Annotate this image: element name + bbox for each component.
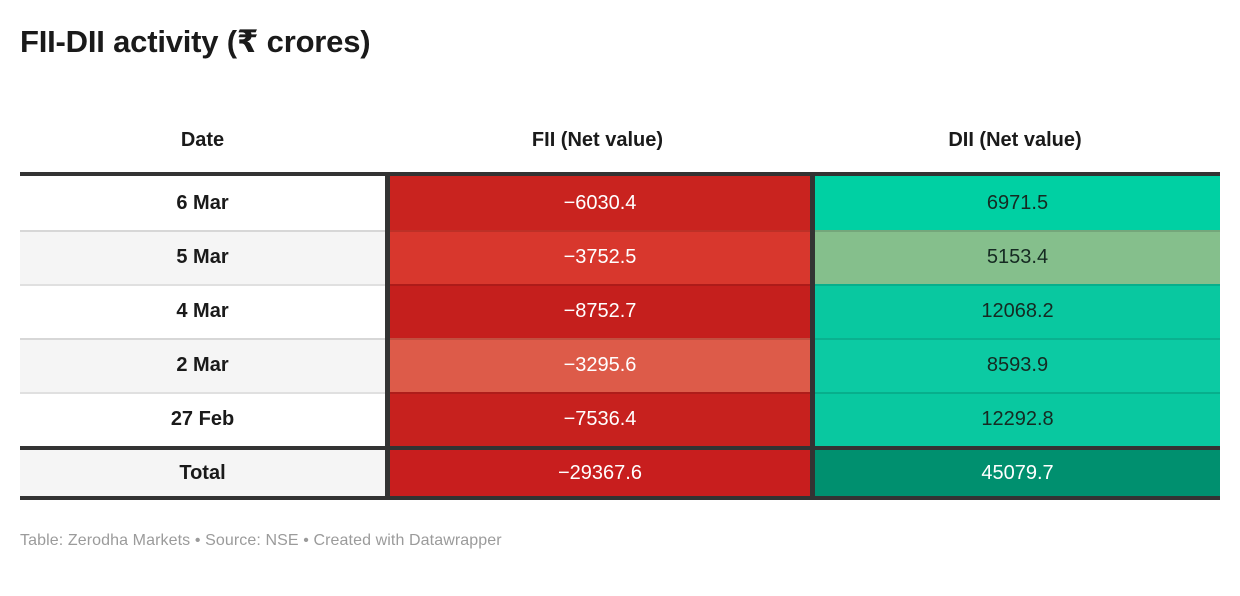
- fii-value-cell: −7536.4: [385, 392, 810, 446]
- fii-value-cell: −8752.7: [385, 284, 810, 338]
- dii-value-cell: 6971.5: [810, 176, 1220, 230]
- table-total-row: Total −29367.6 45079.7: [20, 446, 1220, 500]
- column-header-dii: DII (Net value): [810, 108, 1220, 176]
- table-row: 27 Feb −7536.4 12292.8: [20, 392, 1220, 446]
- dii-value-cell: 12068.2: [810, 284, 1220, 338]
- column-header-fii: FII (Net value): [385, 108, 810, 176]
- dii-value-cell: 8593.9: [810, 338, 1220, 392]
- total-label-cell: Total: [20, 446, 385, 500]
- attribution-footer: Table: Zerodha Markets • Source: NSE • C…: [20, 532, 502, 549]
- fii-dii-table: Date FII (Net value) DII (Net value) 6 M…: [20, 108, 1220, 500]
- date-cell: 6 Mar: [20, 176, 385, 230]
- table-row: 2 Mar −3295.6 8593.9: [20, 338, 1220, 392]
- fii-value-cell: −3295.6: [385, 338, 810, 392]
- fii-value-cell: −6030.4: [385, 176, 810, 230]
- fii-value-cell: −3752.5: [385, 230, 810, 284]
- table-row: 5 Mar −3752.5 5153.4: [20, 230, 1220, 284]
- page-title: FII-DII activity (₹ crores): [20, 24, 371, 59]
- date-cell: 4 Mar: [20, 284, 385, 338]
- date-cell: 27 Feb: [20, 392, 385, 446]
- table-row: 6 Mar −6030.4 6971.5: [20, 176, 1220, 230]
- dii-value-cell: 5153.4: [810, 230, 1220, 284]
- table-header-row: Date FII (Net value) DII (Net value): [20, 108, 1220, 176]
- date-cell: 2 Mar: [20, 338, 385, 392]
- total-dii-cell: 45079.7: [810, 446, 1220, 500]
- table-row: 4 Mar −8752.7 12068.2: [20, 284, 1220, 338]
- total-fii-cell: −29367.6: [385, 446, 810, 500]
- date-cell: 5 Mar: [20, 230, 385, 284]
- dii-value-cell: 12292.8: [810, 392, 1220, 446]
- column-header-date: Date: [20, 108, 385, 176]
